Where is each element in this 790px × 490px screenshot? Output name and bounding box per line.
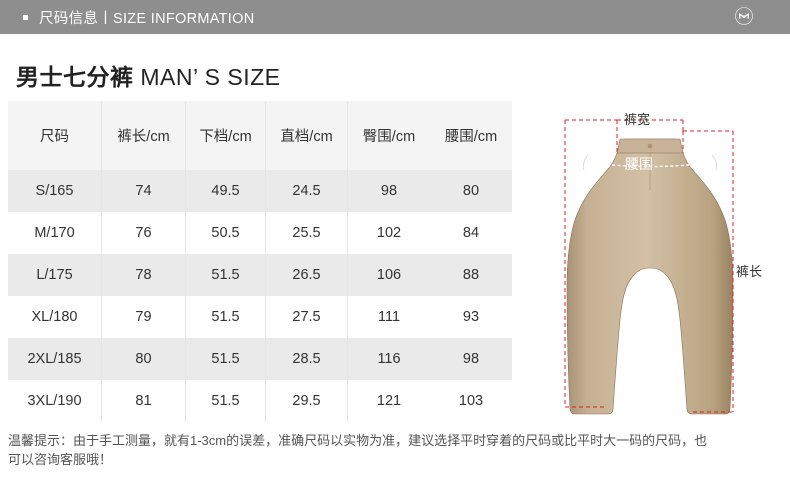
- svg-text:裤长: 裤长: [736, 264, 762, 279]
- svg-text:裤宽: 裤宽: [624, 112, 650, 127]
